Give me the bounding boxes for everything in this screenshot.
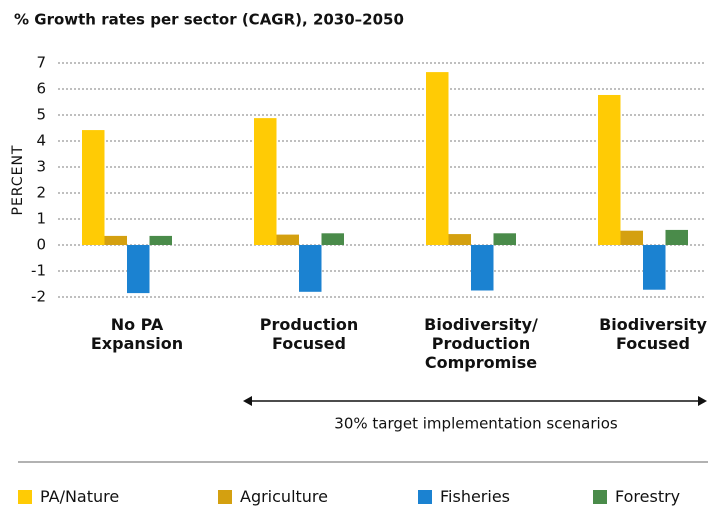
y-tick-label: 7 bbox=[36, 54, 46, 72]
bar bbox=[620, 230, 643, 245]
legend-swatch bbox=[418, 490, 432, 504]
legend-label: Forestry bbox=[615, 487, 680, 506]
bar bbox=[448, 234, 471, 245]
bar bbox=[276, 234, 299, 245]
legend-swatch bbox=[593, 490, 607, 504]
x-tick-label: Production Focused bbox=[260, 315, 358, 353]
x-tick-label: Biodiversity/Production Compromise bbox=[424, 315, 538, 372]
annotation: 30% target implementation scenarios bbox=[334, 415, 618, 433]
x-tick-label: No PA Expansion bbox=[91, 315, 183, 353]
bar bbox=[426, 72, 449, 245]
bar bbox=[127, 245, 150, 294]
y-tick-label: 4 bbox=[36, 132, 46, 150]
y-tick-label: 2 bbox=[36, 184, 46, 202]
y-tick-label: 5 bbox=[36, 106, 46, 124]
bar bbox=[493, 233, 516, 245]
legend-swatch bbox=[218, 490, 232, 504]
y-axis-label: PERCENT bbox=[10, 145, 26, 216]
bar bbox=[149, 235, 172, 245]
legend-label: Fisheries bbox=[440, 487, 510, 506]
y-tick-label: 3 bbox=[36, 158, 46, 176]
bar bbox=[254, 118, 277, 245]
legend-label: Agriculture bbox=[240, 487, 328, 506]
y-tick-label: -2 bbox=[31, 288, 46, 306]
legend-swatch bbox=[18, 490, 32, 504]
y-tick-label: 0 bbox=[36, 236, 46, 254]
y-tick-label: 1 bbox=[36, 210, 46, 228]
range-arrow bbox=[243, 396, 707, 406]
bar bbox=[598, 94, 621, 245]
y-tick-label: 6 bbox=[36, 80, 46, 98]
bar bbox=[471, 245, 494, 291]
legend-label: PA/Nature bbox=[40, 487, 119, 506]
x-tick-label: Biodiversity Focused bbox=[599, 315, 707, 353]
y-tick-label: -1 bbox=[31, 262, 46, 280]
bar bbox=[104, 235, 127, 245]
bar bbox=[665, 229, 688, 245]
bar bbox=[321, 233, 344, 245]
bar bbox=[643, 245, 666, 290]
bar bbox=[82, 130, 105, 245]
bar bbox=[299, 245, 322, 292]
chart-title: % Growth rates per sector (CAGR), 2030–2… bbox=[14, 11, 404, 29]
